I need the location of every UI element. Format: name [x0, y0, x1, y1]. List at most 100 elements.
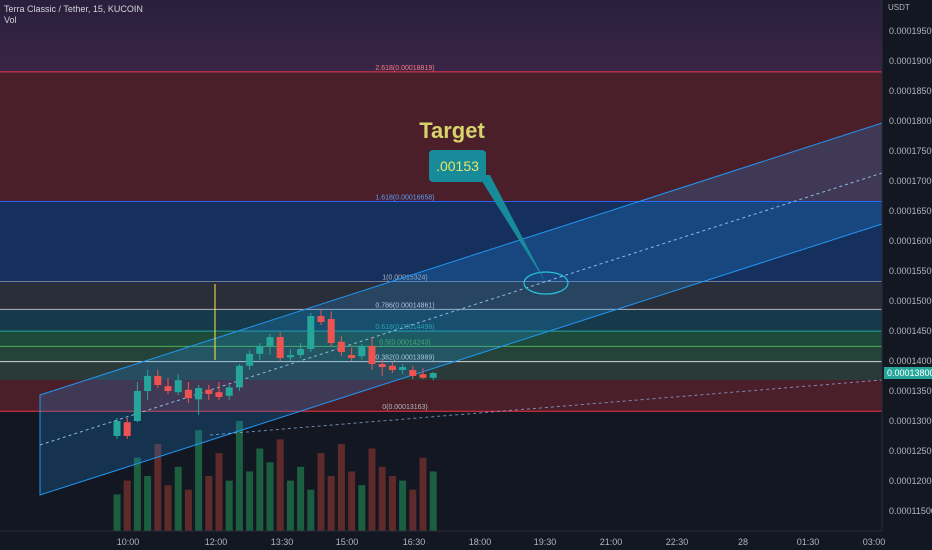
candle-body: [164, 386, 172, 391]
candle-body: [225, 387, 233, 396]
volume-bar: [256, 448, 264, 531]
fib-zone-1: [0, 283, 882, 310]
candle-body: [409, 370, 417, 376]
time-tick-label: 22:30: [666, 537, 689, 547]
time-tick-label: 13:30: [271, 537, 294, 547]
candle-body: [297, 349, 305, 355]
fib-levels: 2.618(0.00018819) 1.618(0.00016658) 1(0.00…: [0, 65, 882, 412]
volume-bar: [215, 453, 223, 531]
volume-bar: [307, 489, 315, 531]
volume-bar: [368, 448, 376, 531]
candle-body: [184, 389, 192, 399]
volume-bar: [348, 471, 356, 531]
volume-bar: [419, 457, 427, 531]
price-tick-label: 0.00017500: [889, 146, 932, 156]
fib-label: 0(0.00013163): [382, 404, 428, 411]
fib-label: 0.382(0.00013989): [375, 355, 434, 362]
target-title: Target: [419, 118, 485, 143]
volume-bar: [378, 466, 386, 531]
fib-zone-0786: [0, 310, 882, 332]
time-axis[interactable]: [0, 531, 882, 550]
volume-bar: [113, 494, 121, 531]
candle-body: [123, 422, 131, 436]
volume-bar: [327, 476, 335, 531]
price-unit: USDT: [888, 3, 910, 12]
candle-body: [174, 380, 182, 393]
symbol-title[interactable]: Terra Classic / Tether, 15, KUCOIN: [4, 4, 143, 14]
time-ticks: 10:00 12:00 13:30 15:00 16:30 18:00 19:30 21:00…: [117, 537, 886, 547]
price-tick-label: 0.00014000: [889, 356, 932, 366]
time-tick-label: 03:00: [863, 537, 886, 547]
candle-body: [154, 376, 162, 385]
volume-bar: [154, 443, 162, 531]
price-tick-label: 0.00019500: [889, 26, 932, 36]
candle-body: [286, 355, 294, 358]
price-tick-label: 0.00015000: [889, 296, 932, 306]
time-tick-label: 01:30: [797, 537, 820, 547]
price-tick-label: 0.00013000: [889, 416, 932, 426]
volume-bar: [337, 443, 345, 531]
fib-zone-05: [0, 347, 882, 362]
volume-bar: [184, 489, 192, 531]
time-tick-label: 19:30: [534, 537, 557, 547]
candle-body: [358, 346, 366, 357]
candle-body: [388, 365, 396, 370]
price-tick-label: 0.00019000: [889, 56, 932, 66]
price-tick-label: 0.00017000: [889, 176, 932, 186]
candle-body: [235, 365, 243, 388]
volume-bar: [235, 421, 243, 531]
volume-bar: [123, 480, 131, 531]
time-tick-label: 21:00: [600, 537, 623, 547]
volume-bar: [205, 476, 213, 531]
price-tick-label: 0.00018500: [889, 86, 932, 96]
fib-label: 0.5(0.00014243): [379, 339, 430, 346]
time-tick-label: 12:00: [205, 537, 228, 547]
candle-body: [327, 319, 335, 343]
volume-bar: [409, 489, 417, 531]
chart-header: Terra Classic / Tether, 15, KUCOIN Vol: [4, 4, 143, 26]
callout-pointer: [478, 175, 546, 283]
price-tick-label: 0.00016000: [889, 236, 932, 246]
candle-body: [195, 388, 203, 400]
candles: [113, 310, 437, 439]
target-ellipse[interactable]: [523, 271, 569, 295]
candle-body: [205, 389, 213, 394]
volume-bar: [358, 485, 366, 531]
price-tick-label: 0.00012000: [889, 476, 932, 486]
fib-zone-0382: [0, 362, 882, 380]
volume-bar: [144, 476, 152, 531]
price-tick-label: 0.00015500: [889, 266, 932, 276]
price-tick-label: 0.00014500: [889, 326, 932, 336]
volume-bar: [399, 480, 407, 531]
candle-body: [113, 421, 121, 436]
candle-body: [419, 374, 427, 378]
candle-body: [399, 367, 407, 370]
fib-label: 1(0.00015324): [382, 275, 428, 282]
volume-bar: [297, 466, 305, 531]
candle-body: [429, 373, 437, 378]
price-tick-label: 0.00012500: [889, 446, 932, 456]
callout-box[interactable]: [429, 150, 486, 182]
fib-zone-1618: [0, 202, 882, 283]
candle-body: [307, 316, 315, 349]
candle-body: [276, 337, 284, 358]
fib-label: 0.618(0.00014498): [375, 324, 434, 331]
price-axis[interactable]: [882, 0, 932, 550]
fib-label: 1.618(0.00016658): [375, 195, 434, 202]
price-ticks: 0.00019500 0.00019000 0.00018500 0.00018000…: [889, 26, 932, 516]
volume-bars: [113, 421, 437, 531]
volume-bar: [388, 476, 396, 531]
fib-label: 0.786(0.00014861): [375, 302, 434, 309]
current-price-tag: 0.00013800: [884, 367, 932, 379]
volume-bar: [266, 462, 274, 531]
volume-bar: [195, 430, 203, 531]
candle-body: [378, 364, 386, 367]
time-tick-label: 16:30: [403, 537, 426, 547]
volume-bar: [164, 485, 172, 531]
volume-bar: [246, 471, 254, 531]
candle-body: [266, 337, 274, 346]
price-tick-label: 0.00011500: [889, 506, 932, 516]
volume-bar: [133, 457, 141, 531]
candle-body: [368, 346, 376, 364]
